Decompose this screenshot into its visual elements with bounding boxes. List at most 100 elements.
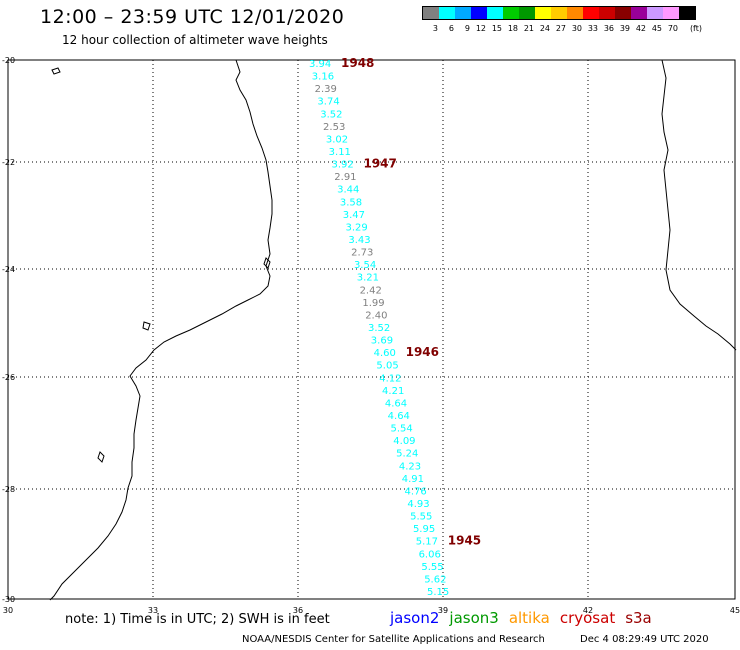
pass-time-label: 1946 xyxy=(406,345,439,359)
legend-label: 45 xyxy=(651,24,662,33)
wave-height-value: 3.11 xyxy=(329,147,351,158)
x-tick-label: 33 xyxy=(148,606,158,615)
wave-height-value: 4.60 xyxy=(374,348,396,359)
legend-swatch xyxy=(567,7,583,19)
altimeter-track: 3.943.162.393.743.522.533.023.113.922.91… xyxy=(309,59,449,598)
wave-height-value: 3.58 xyxy=(340,197,362,208)
legend-label: 12 xyxy=(475,24,486,33)
legend-swatch xyxy=(519,7,535,19)
legend-swatch xyxy=(679,7,695,19)
y-tick-label: -20 xyxy=(2,56,15,65)
credit-date: Dec 4 08:29:49 UTC 2020 xyxy=(580,634,709,645)
legend-swatches xyxy=(422,6,696,20)
legend-unit: (ft) xyxy=(689,24,702,33)
legend-swatch xyxy=(471,7,487,19)
legend-label: 18 xyxy=(507,24,518,33)
satellite-legend: jason2 jason3 altika cryosat s3a xyxy=(390,609,662,627)
wave-height-value: 4.76 xyxy=(405,486,427,497)
wave-height-value: 3.69 xyxy=(371,336,393,347)
legend-swatch xyxy=(423,7,439,19)
legend-label: 33 xyxy=(587,24,598,33)
legend-swatch xyxy=(439,7,455,19)
map-frame xyxy=(7,59,736,600)
wave-height-value: 2.73 xyxy=(351,248,373,259)
pass-time-label: 1945 xyxy=(448,534,481,548)
satellite-label: jason3 xyxy=(449,609,499,627)
y-tick-label: -24 xyxy=(2,265,15,274)
y-tick-label: -28 xyxy=(2,485,15,494)
x-tick-label: 42 xyxy=(583,606,593,615)
wave-height-value: 4.93 xyxy=(407,499,429,510)
legend-swatch xyxy=(535,7,551,19)
legend-swatch xyxy=(631,7,647,19)
legend-label: 3 xyxy=(432,24,438,33)
legend-label: 30 xyxy=(571,24,582,33)
legend-label: 6 xyxy=(448,24,454,33)
wave-height-value: 3.29 xyxy=(346,222,368,233)
legend-swatch xyxy=(551,7,567,19)
wave-height-value: 5.55 xyxy=(421,562,443,573)
legend-swatch xyxy=(583,7,599,19)
axis-ticks: 30 33 36 39 42 45 -20 -22 -24 -26 -28 -30 xyxy=(2,56,740,615)
legend-swatch xyxy=(487,7,503,19)
legend-label: 70 xyxy=(667,24,678,33)
wave-height-value: 2.40 xyxy=(365,310,387,321)
wave-height-value: 3.94 xyxy=(309,59,331,70)
wave-height-value: 4.12 xyxy=(379,373,401,384)
legend-label: 39 xyxy=(619,24,630,33)
satellite-label: cryosat xyxy=(559,609,616,627)
island xyxy=(142,321,151,331)
island xyxy=(51,67,61,75)
wave-height-value: 3.02 xyxy=(326,134,348,145)
wave-height-value: 4.64 xyxy=(385,398,407,409)
legend-swatch xyxy=(647,7,663,19)
wave-height-value: 4.21 xyxy=(382,386,404,397)
color-legend: 3 6 9 12 15 18 21 24 27 30 33 36 39 42 45 70 (ft) xyxy=(422,6,702,33)
x-tick-label: 45 xyxy=(730,606,740,615)
wave-height-value: 4.91 xyxy=(402,474,424,485)
wave-height-value: 5.17 xyxy=(416,537,438,548)
wave-height-value: 2.39 xyxy=(315,84,337,95)
legend-swatch xyxy=(663,7,679,19)
wave-height-value: 5.05 xyxy=(376,361,398,372)
island xyxy=(97,451,105,463)
wave-height-value: 2.91 xyxy=(334,172,356,183)
africa-coastline xyxy=(49,59,273,601)
legend-swatch xyxy=(455,7,471,19)
wave-height-value: 4.23 xyxy=(399,461,421,472)
wave-height-value: 3.52 xyxy=(320,109,342,120)
x-tick-label: 36 xyxy=(293,606,303,615)
wave-height-value: 3.43 xyxy=(348,235,370,246)
wave-height-value: 3.44 xyxy=(337,185,359,196)
wave-height-value: 3.47 xyxy=(343,210,365,221)
wave-height-value: 3.92 xyxy=(331,160,353,171)
legend-label: 15 xyxy=(491,24,502,33)
wave-height-value: 5.15 xyxy=(427,587,449,598)
wave-height-value: 2.53 xyxy=(323,122,345,133)
wave-height-value: 5.62 xyxy=(424,574,446,585)
y-tick-label: -22 xyxy=(2,158,15,167)
wave-height-value: 3.21 xyxy=(357,273,379,284)
wave-height-value: 5.95 xyxy=(413,524,435,535)
satellite-label: s3a xyxy=(625,609,652,627)
legend-swatch xyxy=(615,7,631,19)
wave-height-value: 2.42 xyxy=(360,285,382,296)
coastline xyxy=(49,59,737,601)
map-grid xyxy=(7,59,736,600)
wave-height-value: 4.64 xyxy=(388,411,410,422)
footer-note: note: 1) Time is in UTC; 2) SWH is in fe… xyxy=(65,612,330,627)
madagascar-coastline xyxy=(661,59,737,351)
satellite-label: jason2 xyxy=(390,609,440,627)
wave-height-value: 5.54 xyxy=(390,424,412,435)
legend-swatch xyxy=(503,7,519,19)
legend-label: 42 xyxy=(635,24,646,33)
wave-height-value: 3.16 xyxy=(312,72,334,83)
wave-height-value: 6.06 xyxy=(419,549,441,560)
x-tick-label: 39 xyxy=(438,606,448,615)
x-tick-label: 30 xyxy=(3,606,13,615)
wave-height-value: 3.52 xyxy=(368,323,390,334)
map-title: 12:00 – 23:59 UTC 12/01/2020 xyxy=(40,6,345,28)
legend-label: 21 xyxy=(523,24,534,33)
y-tick-label: -26 xyxy=(2,373,15,382)
